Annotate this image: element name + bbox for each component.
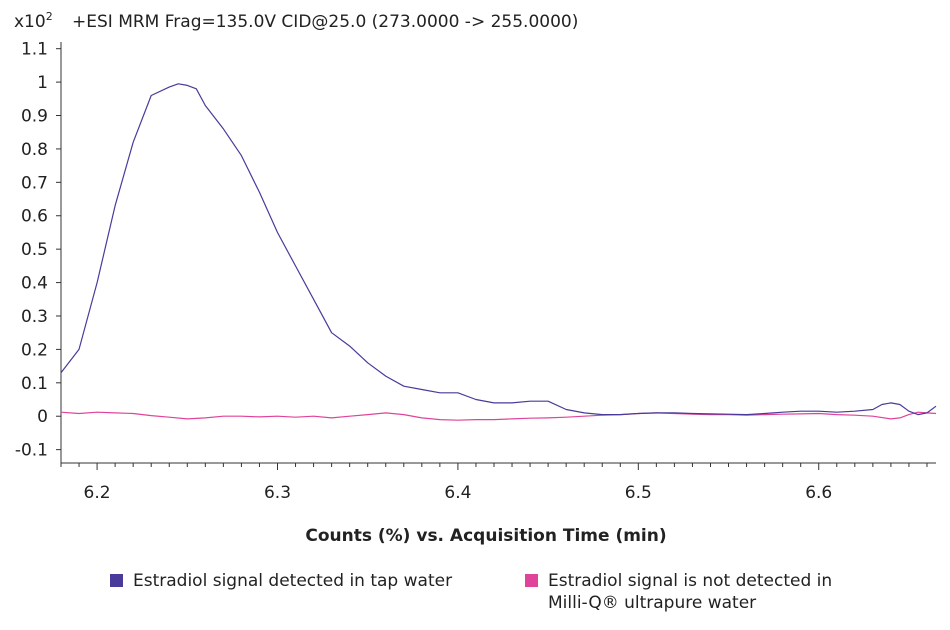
- legend-item-milliq-water: Estradiol signal is not detected in Mill…: [525, 570, 850, 614]
- y-tick-label: 0.8: [21, 140, 48, 160]
- x-axis: 6.2 6.3 6.4 6.5 6.6: [60, 462, 936, 503]
- series-line-milliq-water: [60, 411, 937, 421]
- plot-area: [60, 83, 937, 421]
- y-tick-label: -0.1: [15, 441, 48, 461]
- legend-item-tap-water: Estradiol signal detected in tap water: [110, 570, 490, 592]
- legend-label-milliq-water: Estradiol signal is not detected in Mill…: [548, 571, 833, 613]
- y-tick-label: 1.1: [21, 40, 48, 60]
- y-tick-label: 0: [37, 407, 48, 427]
- y-tick-label: 0.2: [21, 340, 48, 360]
- x-tick-label: 6.2: [84, 483, 111, 503]
- legend-swatch-tap-water: [110, 574, 123, 587]
- legend-label-tap-water: Estradiol signal detected in tap water: [133, 571, 453, 591]
- legend: Estradiol signal detected in tap water E…: [110, 570, 870, 620]
- y-tick-label: 0.6: [21, 207, 48, 227]
- x-tick-label: 6.5: [625, 483, 652, 503]
- chart-title: +ESI MRM Frag=135.0V CID@25.0 (273.0000 …: [72, 12, 578, 32]
- y-tick-label: 0.3: [21, 307, 48, 327]
- y-tick-label: 0.1: [21, 374, 48, 394]
- y-tick-label: 0.9: [21, 107, 48, 127]
- y-axis: -0.1 0 0.1 0.2 0.3 0.4 0.5 0.6 0.7 0.8 0.9 1 1.1: [15, 40, 62, 463]
- x-tick-label: 6.4: [444, 483, 471, 503]
- y-tick-label: 0.7: [21, 173, 48, 193]
- y-tick-label: 0.4: [21, 274, 48, 294]
- x-axis-label: Counts (%) vs. Acquisition Time (min): [305, 526, 666, 546]
- y-multiplier-label: x102: [14, 10, 53, 32]
- series-line-tap-water: [60, 83, 937, 416]
- legend-swatch-milliq-water: [525, 574, 538, 587]
- y-tick-label: 1: [37, 73, 48, 93]
- x-tick-label: 6.3: [264, 483, 291, 503]
- x-tick-label: 6.6: [805, 483, 832, 503]
- y-tick-label: 0.5: [21, 240, 48, 260]
